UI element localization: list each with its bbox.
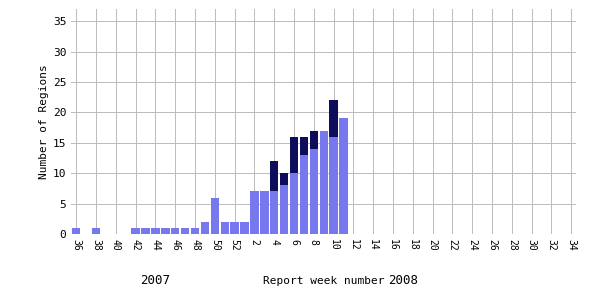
Bar — [330, 100, 338, 137]
Bar — [339, 118, 347, 234]
Bar — [181, 228, 189, 234]
Bar — [171, 228, 179, 234]
Bar — [309, 149, 318, 234]
Y-axis label: Number of Regions: Number of Regions — [39, 64, 49, 179]
Bar — [280, 173, 288, 185]
Bar — [141, 228, 150, 234]
Bar — [280, 185, 288, 234]
Bar — [92, 228, 100, 234]
Bar — [230, 222, 239, 234]
Bar — [220, 222, 229, 234]
Bar — [290, 137, 298, 173]
Bar — [290, 173, 298, 234]
Bar — [309, 130, 318, 149]
Bar — [161, 228, 169, 234]
Bar — [191, 228, 199, 234]
Bar — [300, 155, 308, 234]
Text: 2007: 2007 — [140, 274, 170, 287]
Bar — [320, 130, 328, 234]
Bar — [241, 222, 249, 234]
Bar — [211, 197, 219, 234]
Bar — [151, 228, 160, 234]
Bar — [131, 228, 140, 234]
Bar — [270, 191, 279, 234]
Bar — [72, 228, 80, 234]
Bar — [250, 191, 258, 234]
Bar — [330, 137, 338, 234]
Bar — [300, 137, 308, 155]
Text: 2008: 2008 — [388, 274, 418, 287]
Bar — [201, 222, 209, 234]
X-axis label: Report week number: Report week number — [263, 276, 384, 286]
Bar — [260, 191, 268, 234]
Bar — [270, 161, 279, 191]
